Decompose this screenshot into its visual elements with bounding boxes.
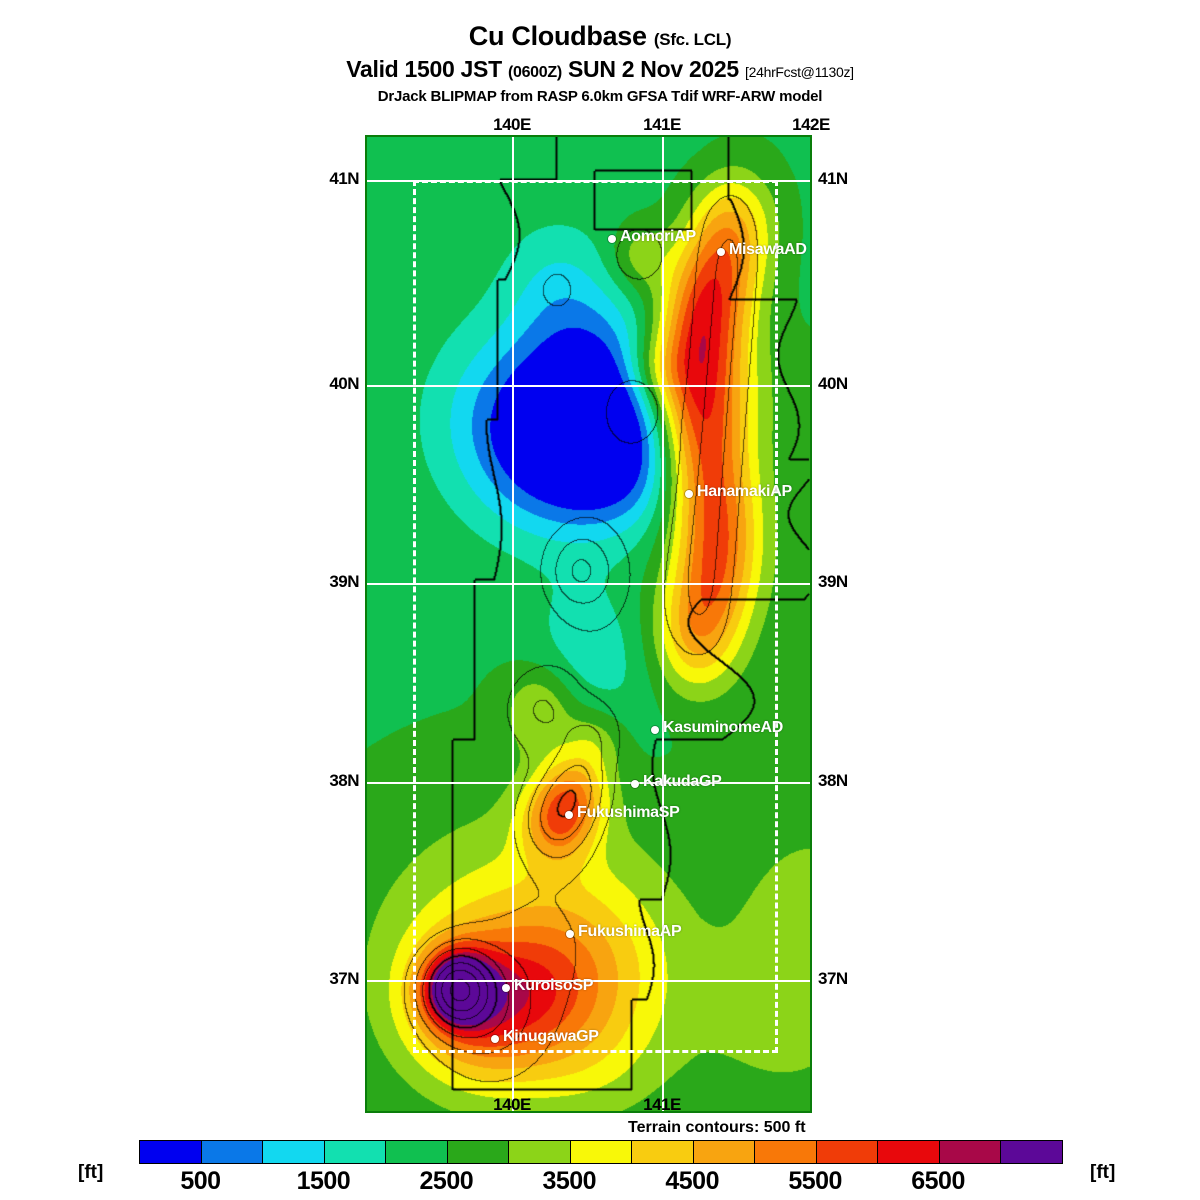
colorbar-units-right: [ft]	[1090, 1162, 1116, 1183]
colorbar-band	[939, 1141, 1002, 1163]
latitude-gridline	[367, 583, 810, 585]
lat-tick-label-right: 38N	[818, 771, 848, 790]
station-label: FukushimaSP	[577, 804, 680, 821]
lat-tick-label-left: 37N	[329, 969, 359, 988]
colorbar-band	[878, 1141, 940, 1163]
colorbar-tick-label: 4500	[665, 1167, 719, 1195]
colorbar-band	[263, 1141, 325, 1163]
station-label: KinugawaGP	[503, 1028, 599, 1045]
station-dot-icon	[491, 1035, 499, 1043]
lon-tick-label-top: 141E	[643, 115, 681, 134]
station-label: KakudaGP	[643, 773, 722, 790]
lat-tick-label-right: 40N	[818, 374, 848, 393]
page-title: Cu Cloudbase (Sfc. LCL)	[0, 22, 1200, 50]
longitude-gridline	[811, 137, 812, 1111]
colorbar-band	[509, 1141, 571, 1163]
weather-map-plot[interactable]	[365, 135, 812, 1113]
lon-tick-label-top: 142E	[792, 115, 830, 134]
colorbar-band	[386, 1141, 448, 1163]
station-dot-icon	[631, 780, 639, 788]
lat-tick-label-right: 37N	[818, 969, 848, 988]
station-label: AomoriAP	[620, 228, 696, 245]
station-dot-icon	[566, 930, 574, 938]
station-dot-icon	[651, 726, 659, 734]
terrain-contour-note: Terrain contours: 500 ft	[628, 1119, 806, 1136]
forecast-subdomain-box	[413, 180, 778, 1053]
colorbar-band	[570, 1141, 633, 1163]
colorbar-band	[693, 1141, 756, 1163]
colorbar-band	[140, 1141, 202, 1163]
colorbar-band	[755, 1141, 817, 1163]
model-line: DrJack BLIPMAP from RASP 6.0km GFSA Tdif…	[377, 88, 823, 106]
station-dot-icon	[565, 811, 573, 819]
lat-tick-label-left: 40N	[329, 374, 359, 393]
colorbar-tick-label: 5500	[788, 1167, 842, 1195]
colorbar-tick-label: 1500	[296, 1167, 351, 1195]
lon-tick-label-top: 140E	[493, 115, 531, 134]
valid-date: SUN 2 Nov 2025	[567, 56, 739, 83]
station-dot-icon	[502, 984, 510, 992]
longitude-gridline	[512, 137, 514, 1111]
station-dot-icon	[685, 490, 693, 498]
longitude-gridline	[662, 137, 664, 1111]
valid-forecast-tag: [24hrFcst@1130z]	[745, 64, 854, 81]
colorbar-units-left: [ft]	[78, 1162, 104, 1183]
valid-main: Valid 1500 JST	[346, 56, 502, 83]
colorbar-band	[816, 1141, 879, 1163]
lat-tick-label-right: 41N	[818, 169, 848, 188]
colorbar-bands[interactable]	[139, 1140, 1063, 1164]
lat-tick-label-left: 41N	[329, 169, 359, 188]
station-label: FukushimaAP	[578, 923, 682, 940]
colorbar-band	[324, 1141, 387, 1163]
colorbar-tick-label: 6500	[911, 1167, 965, 1195]
lon-tick-label-bottom: 140E	[493, 1095, 531, 1114]
title-qualifier: (Sfc. LCL)	[653, 30, 732, 49]
chart-header: Cu Cloudbase (Sfc. LCL) Valid 1500 JST (…	[0, 0, 1200, 105]
title-main: Cu Cloudbase	[468, 21, 647, 51]
station-label: KasuminomeAD	[663, 719, 783, 736]
colorbar-band	[201, 1141, 264, 1163]
station-dot-icon	[608, 235, 616, 243]
lat-tick-label-right: 39N	[818, 572, 848, 591]
latitude-gridline	[367, 782, 810, 784]
colorbar-band	[447, 1141, 510, 1163]
station-label: HanamakiAP	[697, 483, 792, 500]
lat-tick-label-left: 39N	[329, 572, 359, 591]
station-label: MisawaAD	[729, 241, 807, 258]
lat-tick-label-left: 38N	[329, 771, 359, 790]
valid-time-line: Valid 1500 JST (0600Z) SUN 2 Nov 2025 [2…	[0, 57, 1200, 82]
colorbar-tick-label: 2500	[419, 1167, 474, 1195]
colorbar-band	[1001, 1141, 1062, 1163]
latitude-gridline	[367, 385, 810, 387]
station-dot-icon	[717, 248, 725, 256]
colorbar-tick-label: 500	[180, 1167, 221, 1195]
colorbar-tick-label: 3500	[542, 1167, 597, 1195]
cloudbase-field-canvas	[367, 137, 810, 1111]
colorbar-band	[632, 1141, 694, 1163]
valid-utc: (0600Z)	[507, 64, 562, 82]
latitude-gridline	[367, 980, 810, 982]
station-label: KuroisoSP	[514, 977, 594, 994]
lon-tick-label-bottom: 141E	[643, 1095, 681, 1114]
